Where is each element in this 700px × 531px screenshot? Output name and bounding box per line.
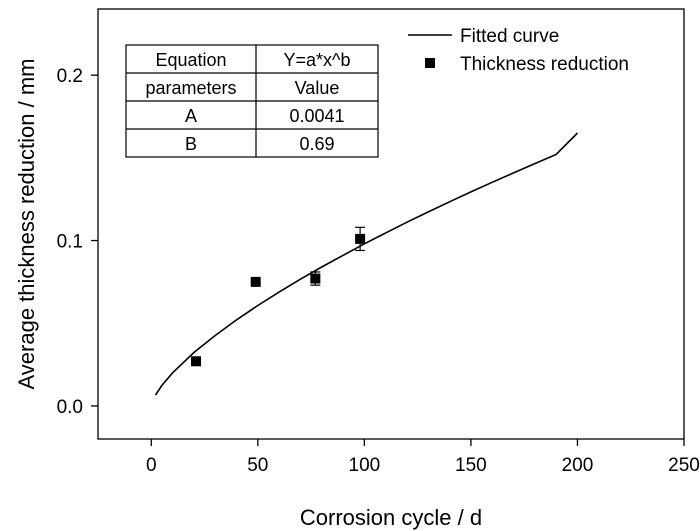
x-axis-ticks: 0 50 100 150 200 250 <box>146 439 700 476</box>
x-tick-label-1: 50 <box>247 455 268 476</box>
data-point-3 <box>355 233 366 244</box>
y-axis-ticks: 0.0 0.1 0.2 <box>57 66 98 418</box>
y-tick-label-1: 0.1 <box>57 232 83 253</box>
y-axis-label: Average thickness reduction / mm <box>14 59 39 390</box>
legend-label-fitted-curve: Fitted curve <box>460 26 559 47</box>
table-cell-3-1: 0.69 <box>299 134 334 154</box>
table-cell-0-0: Equation <box>155 50 226 70</box>
table-cell-1-1: Value <box>295 78 340 98</box>
x-tick-label-2: 100 <box>349 455 381 476</box>
x-tick-label-5: 250 <box>668 455 700 476</box>
data-point-1 <box>250 276 261 287</box>
data-point-0 <box>191 356 202 367</box>
table-cell-2-0: A <box>185 106 197 126</box>
x-axis-label: Corrosion cycle / d <box>300 505 482 530</box>
y-tick-label-2: 0.2 <box>57 66 83 87</box>
x-tick-label-4: 200 <box>562 455 594 476</box>
fitted-curve-line <box>154 132 579 396</box>
table-cell-2-1: 0.0041 <box>289 106 344 126</box>
data-point-2 <box>310 273 321 284</box>
series-layer <box>154 132 579 396</box>
x-tick-label-3: 150 <box>455 455 487 476</box>
plot-frame <box>97 8 685 440</box>
table-cell-0-1: Y=a*x^b <box>284 50 351 70</box>
x-tick-label-0: 0 <box>146 455 157 476</box>
parameter-table: Equation Y=a*x^b parameters Value A 0.0041 B 0.… <box>125 44 379 158</box>
legend-square-swatch <box>425 58 435 68</box>
legend-label-thickness-reduction: Thickness reduction <box>460 54 629 75</box>
legend: Fitted curve Thickness reduction <box>408 26 629 75</box>
y-tick-label-0: 0.0 <box>57 397 83 418</box>
table-cell-1-0: parameters <box>145 78 236 98</box>
table-cell-3-0: B <box>185 134 197 154</box>
